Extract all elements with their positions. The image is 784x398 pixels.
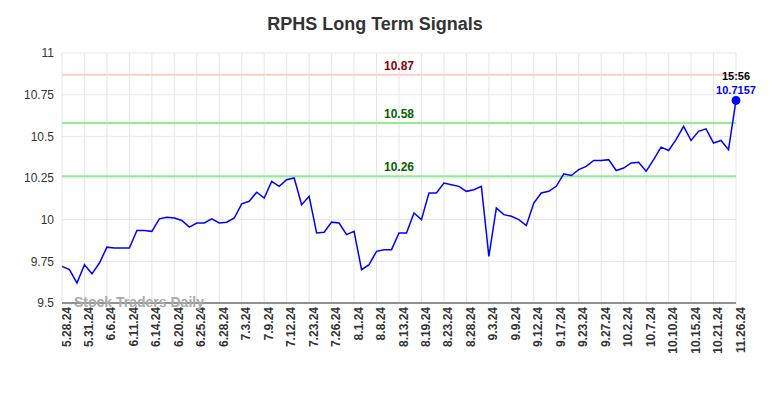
html-text:RPHS Long Term Signals: RPHS Long Term Signals bbox=[267, 14, 483, 34]
svg-text:9.12.24: 9.12.24 bbox=[531, 307, 545, 347]
svg-text:9.23.24: 9.23.24 bbox=[576, 307, 590, 347]
svg-text:7.3.24: 7.3.24 bbox=[239, 307, 253, 341]
svg-text:8.13.24: 8.13.24 bbox=[397, 307, 411, 347]
svg-text:9.3.24: 9.3.24 bbox=[486, 307, 500, 341]
svg-text:9.9.24: 9.9.24 bbox=[509, 307, 523, 341]
svg-text:6.20.24: 6.20.24 bbox=[172, 307, 186, 347]
svg-text:10.2.24: 10.2.24 bbox=[621, 307, 635, 347]
svg-text:6.11.24: 6.11.24 bbox=[127, 307, 141, 347]
svg-text:8.23.24: 8.23.24 bbox=[441, 307, 455, 347]
svg-text:6.25.24: 6.25.24 bbox=[194, 307, 208, 347]
svg-text:10.58: 10.58 bbox=[384, 107, 414, 121]
svg-text:10: 10 bbox=[41, 213, 55, 227]
svg-text:9.75: 9.75 bbox=[31, 255, 55, 269]
svg-text:10.87: 10.87 bbox=[384, 59, 414, 73]
svg-text:7.12.24: 7.12.24 bbox=[284, 307, 298, 347]
svg-text:9.27.24: 9.27.24 bbox=[599, 307, 613, 347]
svg-text:7.26.24: 7.26.24 bbox=[329, 307, 343, 347]
svg-text:8.19.24: 8.19.24 bbox=[419, 307, 433, 347]
svg-text:6.28.24: 6.28.24 bbox=[217, 307, 231, 347]
svg-text:5.28.24: 5.28.24 bbox=[60, 307, 74, 347]
svg-text:7.23.24: 7.23.24 bbox=[307, 307, 321, 347]
svg-text:10.26: 10.26 bbox=[384, 160, 414, 174]
svg-text:10.10.24: 10.10.24 bbox=[666, 307, 680, 354]
svg-text:8.1.24: 8.1.24 bbox=[352, 307, 366, 341]
svg-text:8.28.24: 8.28.24 bbox=[464, 307, 478, 347]
html-text:Stock Traders Daily: Stock Traders Daily bbox=[74, 294, 204, 310]
svg-text:8.8.24: 8.8.24 bbox=[374, 307, 388, 341]
svg-text:10.75: 10.75 bbox=[24, 88, 54, 102]
svg-text:10.5: 10.5 bbox=[31, 130, 55, 144]
svg-text:11.26.24: 11.26.24 bbox=[734, 307, 748, 353]
svg-text:11: 11 bbox=[42, 46, 55, 60]
svg-text:10.7.24: 10.7.24 bbox=[644, 307, 658, 347]
svg-text:10.21.24: 10.21.24 bbox=[711, 307, 725, 354]
svg-text:6.14.24: 6.14.24 bbox=[149, 307, 163, 347]
svg-text:5.31.24: 5.31.24 bbox=[82, 307, 96, 347]
svg-text:6.6.24: 6.6.24 bbox=[104, 307, 118, 341]
svg-text:9.17.24: 9.17.24 bbox=[554, 307, 568, 347]
svg-text:10.25: 10.25 bbox=[24, 171, 54, 185]
svg-text:15:56: 15:56 bbox=[722, 70, 750, 82]
svg-text:10.7157: 10.7157 bbox=[716, 84, 756, 96]
svg-text:10.15.24: 10.15.24 bbox=[689, 307, 703, 354]
svg-text:9.5: 9.5 bbox=[37, 296, 54, 310]
svg-text:7.9.24: 7.9.24 bbox=[262, 307, 276, 341]
